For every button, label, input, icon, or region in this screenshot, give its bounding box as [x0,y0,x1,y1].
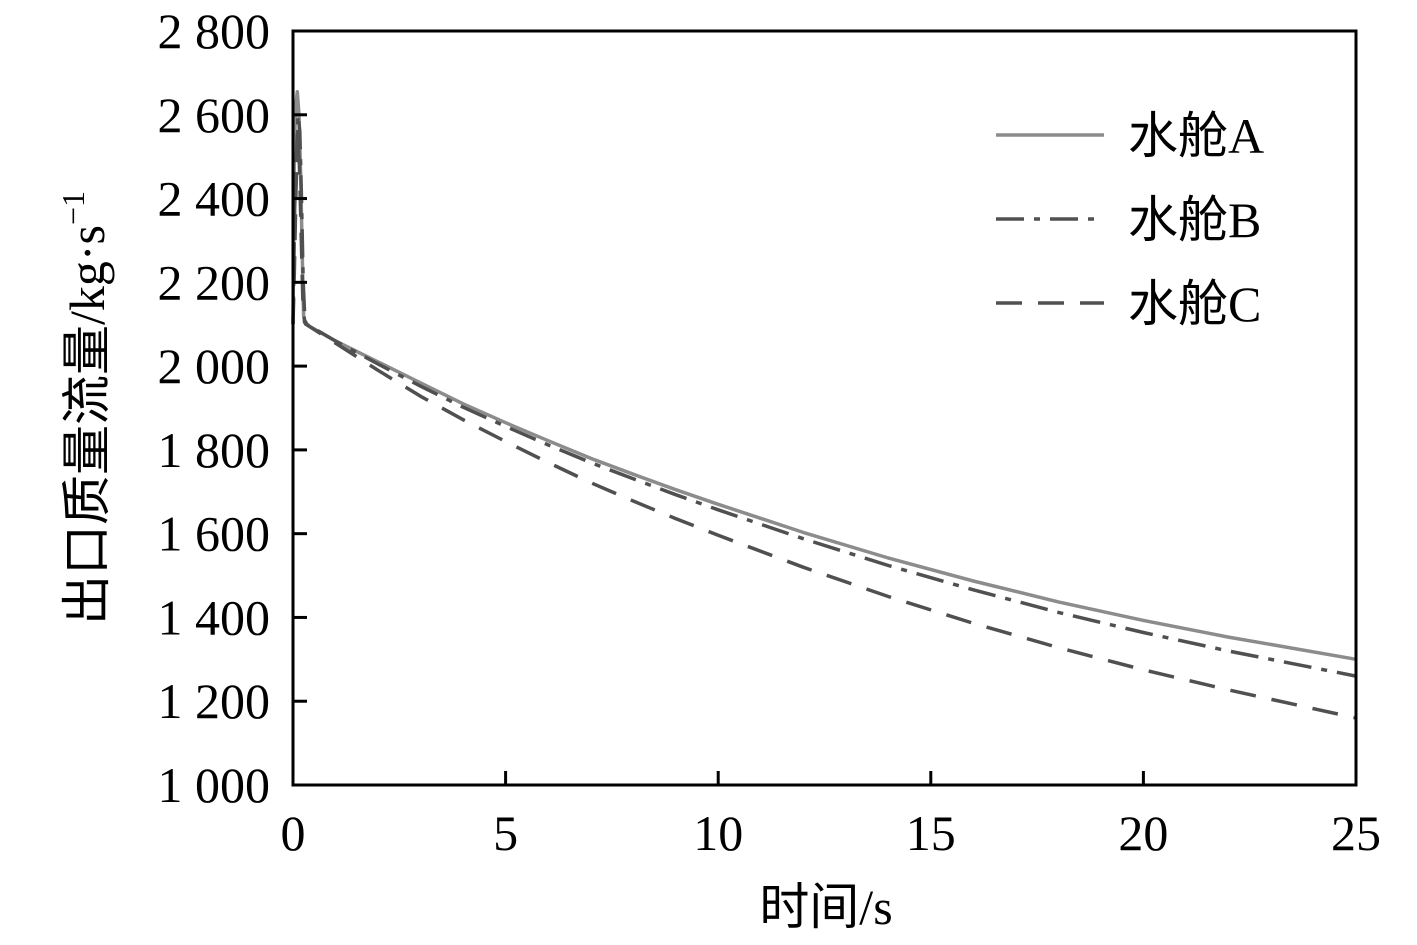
x-axis: 0 5 10 15 20 25 [281,771,1381,861]
y-axis-label-main: 出口质量流量/kg·s [59,225,115,625]
y-tick-label: 2 800 [158,3,271,59]
x-tick-label: 5 [493,805,518,861]
x-tick-label: 25 [1331,805,1381,861]
y-tick-label: 1 800 [158,422,271,478]
legend-label: 水舱A [1128,108,1264,164]
series-line-b [291,113,1357,678]
x-tick-label: 0 [281,805,306,861]
x-tick-label: 15 [906,805,956,861]
y-tick-label: 1 000 [158,757,271,813]
y-axis: 1 000 1 200 1 400 1 600 1 800 2 000 2 200 2 400… [158,3,307,813]
y-tick-label: 2 400 [158,171,271,227]
series-line-a [291,89,1357,662]
y-tick-label: 2 200 [158,254,271,310]
y-tick-label: 2 000 [158,338,271,394]
y-axis-label: 出口质量流量/kg·s−1 [55,191,115,625]
y-tick-label: 1 200 [158,673,271,729]
plot-frame [291,29,1358,787]
y-tick-label: 1 600 [158,506,271,562]
legend-label: 水舱C [1128,276,1261,332]
y-axis-label-superscript: −1 [55,191,91,225]
x-tick-label: 20 [1118,805,1168,861]
x-axis-label: 时间/s [759,879,892,935]
plot-lines [291,89,1357,720]
series-line-c [291,129,1357,720]
legend-label: 水舱B [1128,192,1261,248]
x-tick-label: 10 [693,805,743,861]
y-tick-label: 1 400 [158,589,271,645]
y-tick-label: 2 600 [158,87,271,143]
legend: 水舱A 水舱B 水舱C [996,108,1264,332]
